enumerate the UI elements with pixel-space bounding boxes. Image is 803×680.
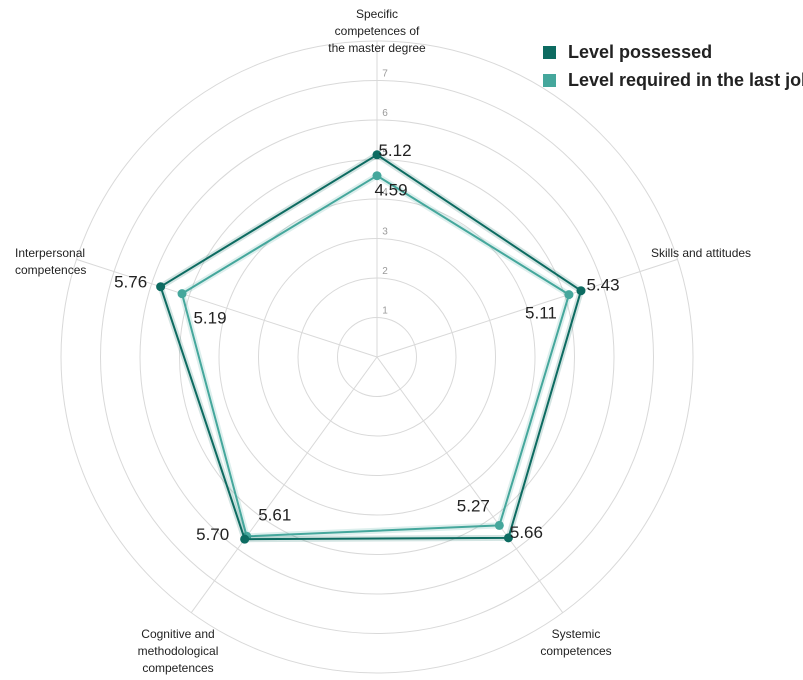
data-label: 5.43 bbox=[586, 276, 619, 295]
axis-label: competences bbox=[142, 661, 213, 675]
tick-label: 1 bbox=[382, 306, 388, 317]
axis-label: Systemic bbox=[552, 627, 601, 641]
data-label: 5.70 bbox=[196, 525, 229, 544]
legend: Level possessed Level required in the la… bbox=[543, 38, 803, 94]
data-label: 5.11 bbox=[525, 304, 557, 323]
axis-label: Interpersonal bbox=[15, 246, 85, 260]
data-point[interactable] bbox=[240, 534, 250, 544]
series-line bbox=[159, 153, 582, 541]
tick-label: 5 bbox=[382, 148, 388, 159]
tick-label: 2 bbox=[382, 266, 388, 277]
axis-label: Specific bbox=[356, 7, 398, 21]
data-point[interactable] bbox=[372, 150, 382, 160]
data-label: 5.61 bbox=[258, 505, 291, 524]
data-point[interactable] bbox=[494, 520, 504, 530]
axis-label: competences bbox=[540, 644, 611, 658]
axis-line bbox=[376, 258, 678, 358]
axis-line bbox=[190, 356, 378, 613]
axis-line bbox=[376, 356, 564, 613]
tick-label: 7 bbox=[382, 69, 388, 80]
series-line bbox=[181, 174, 570, 538]
label-layer: Specific competences of the master degree S… bbox=[15, 7, 751, 675]
data-label: 5.19 bbox=[193, 309, 226, 328]
legend-swatch-possessed bbox=[543, 45, 556, 59]
data-point[interactable] bbox=[576, 286, 586, 296]
tick-label: 3 bbox=[382, 227, 388, 238]
data-point[interactable] bbox=[177, 289, 187, 299]
tick-label: 4 bbox=[382, 187, 388, 198]
axis-label: competences of bbox=[335, 24, 420, 38]
legend-item-possessed[interactable]: Level possessed bbox=[543, 38, 803, 66]
data-label: 5.27 bbox=[457, 496, 490, 515]
tick-label: 6 bbox=[382, 108, 388, 119]
data-label: 5.76 bbox=[114, 273, 147, 292]
data-point[interactable] bbox=[156, 282, 166, 292]
legend-swatch-required bbox=[543, 73, 556, 87]
data-label: 5.12 bbox=[378, 141, 411, 160]
legend-label-possessed: Level possessed bbox=[568, 41, 713, 62]
axis-line bbox=[76, 258, 378, 358]
axis-label: methodological bbox=[138, 644, 219, 658]
axis-label: the master degree bbox=[328, 41, 426, 55]
data-point[interactable] bbox=[372, 171, 382, 181]
grid: 1 2 3 4 5 6 7 bbox=[60, 40, 694, 674]
axis-label: Cognitive and bbox=[141, 627, 214, 641]
data-point[interactable] bbox=[564, 290, 574, 300]
data-label: 4.59 bbox=[374, 181, 407, 200]
legend-label-required: Level required in the last job bbox=[568, 69, 803, 90]
axis-label: Skills and attitudes bbox=[651, 246, 751, 260]
series-layer bbox=[156, 150, 586, 544]
series-glow bbox=[157, 151, 584, 543]
data-point[interactable] bbox=[503, 533, 513, 543]
axis-label: competences bbox=[15, 263, 86, 277]
legend-item-required[interactable]: Level required in the last job bbox=[543, 66, 803, 94]
data-label: 5.66 bbox=[510, 523, 543, 542]
